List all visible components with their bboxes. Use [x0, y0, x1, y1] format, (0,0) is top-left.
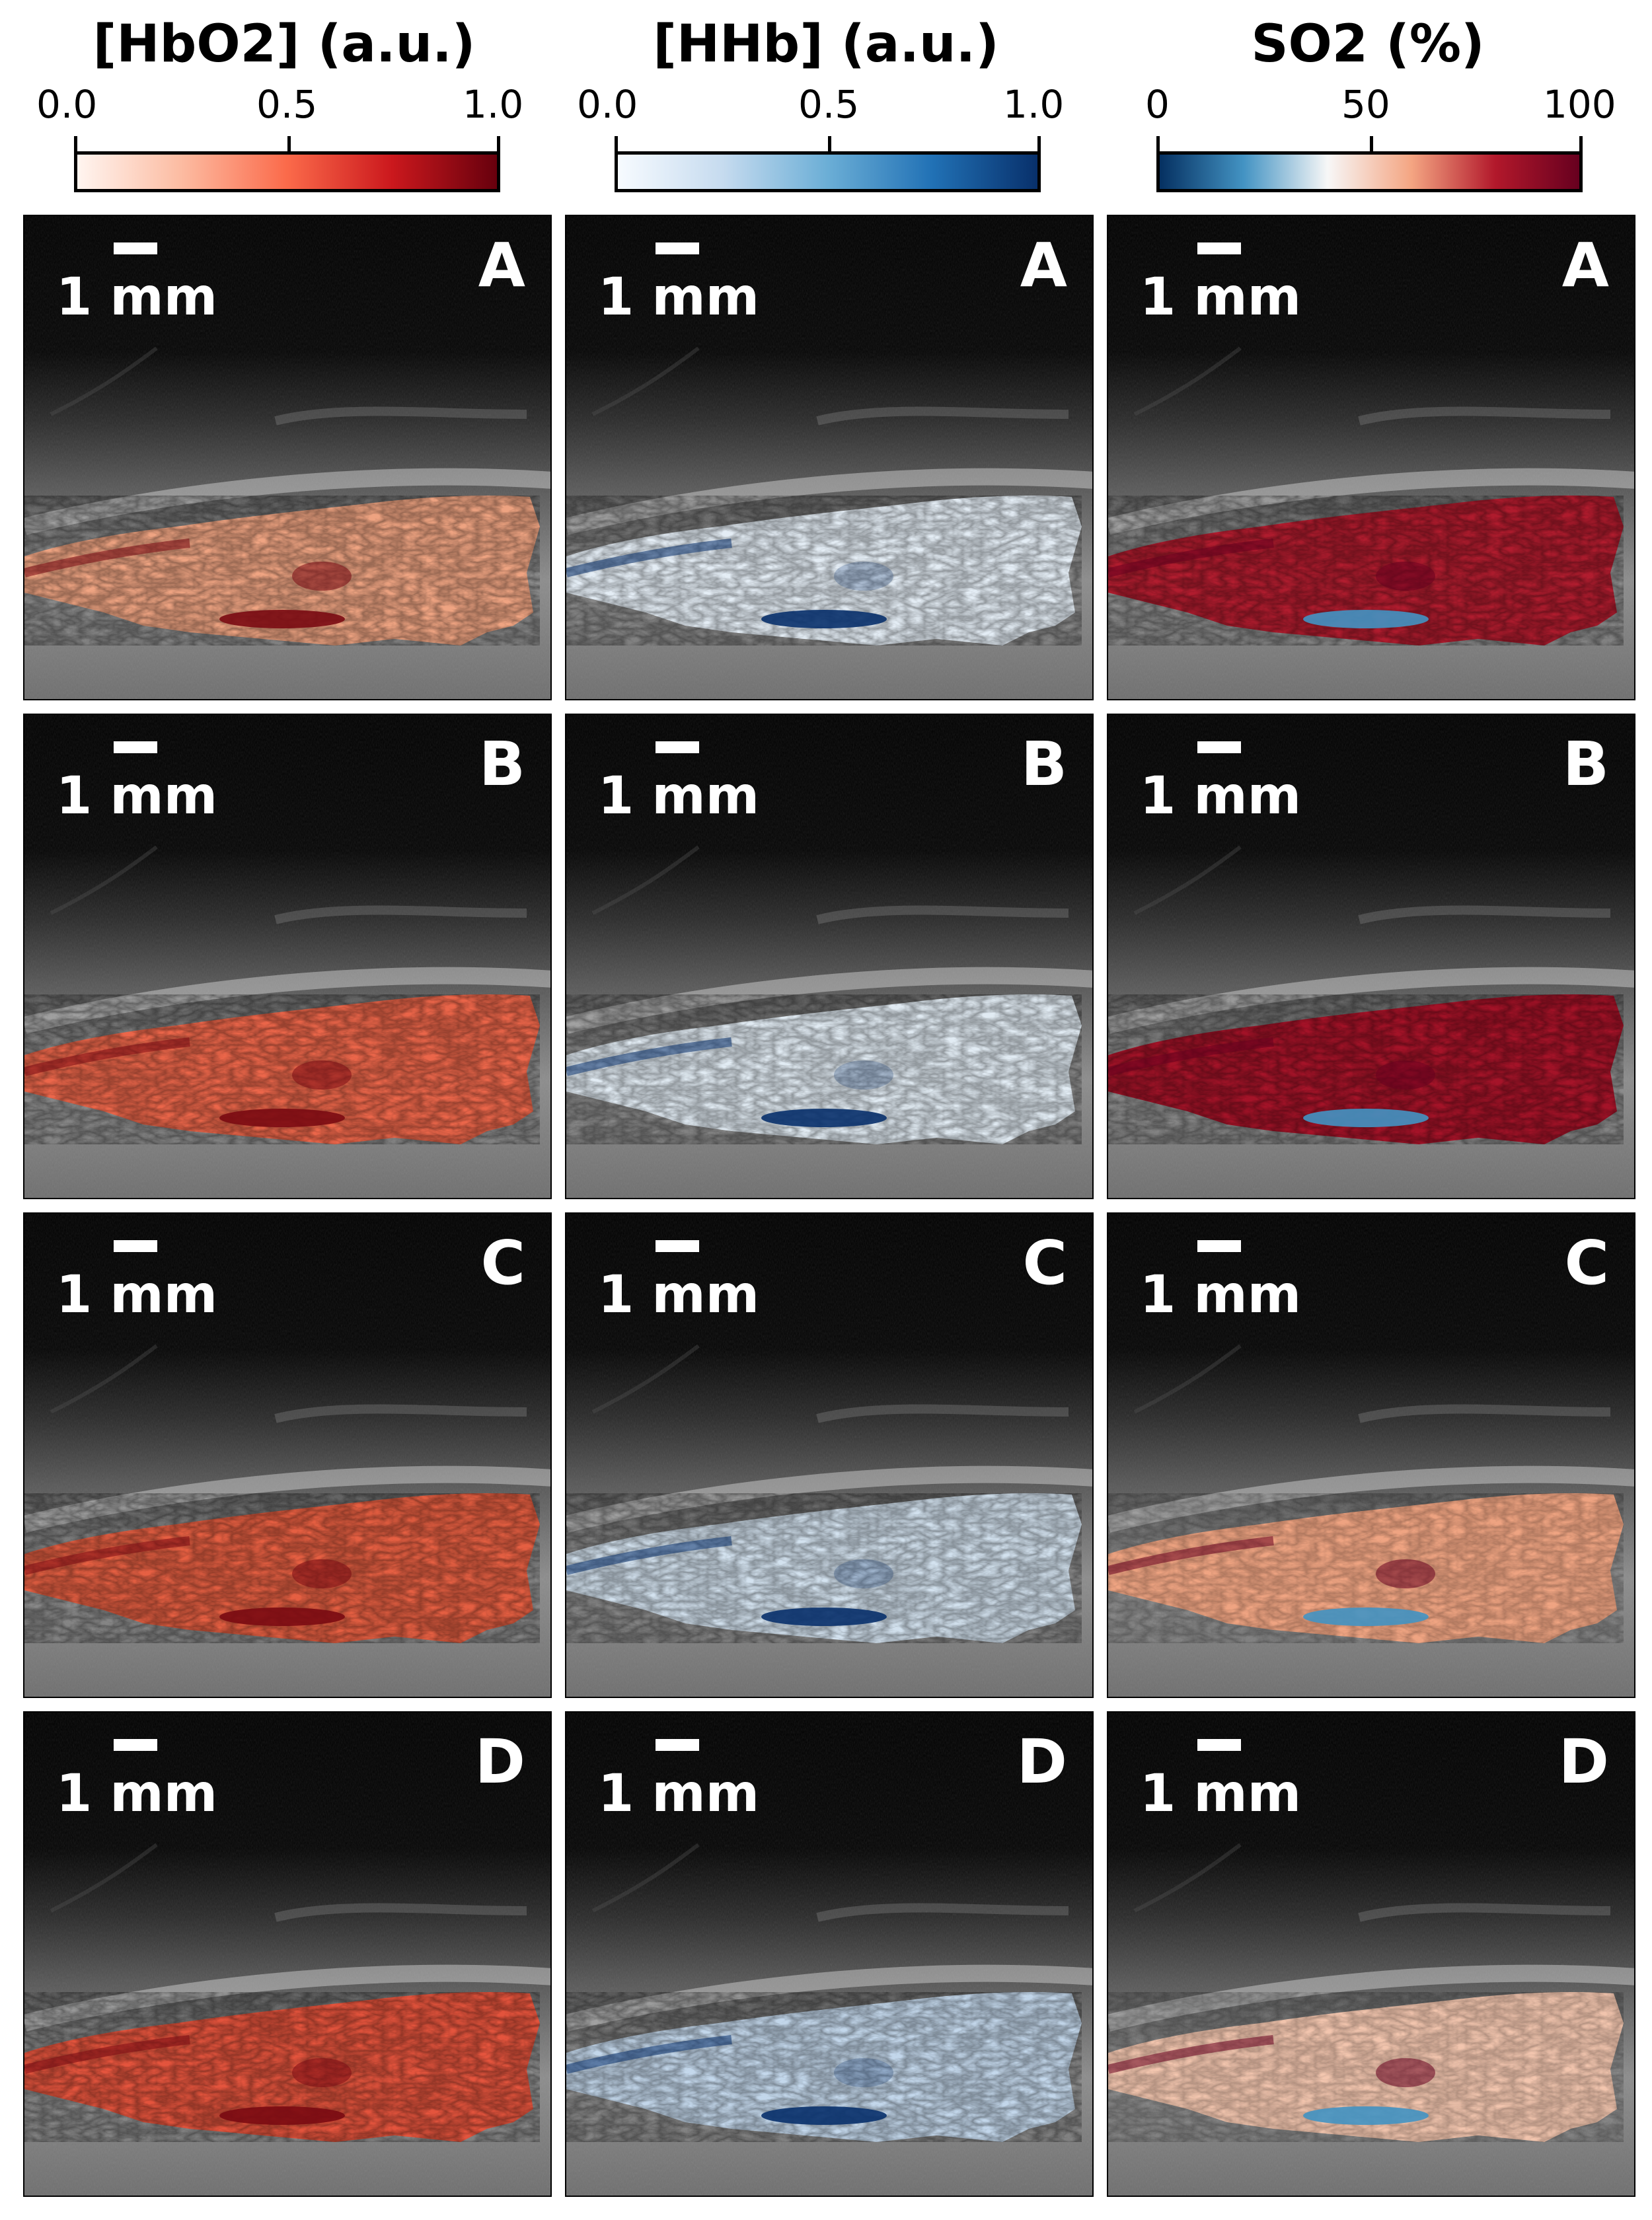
colorbar-title: [HHb] (a.u.)	[653, 15, 999, 74]
scale-bar-label: 1 mm	[598, 268, 759, 327]
colorbar-tick: 100	[1543, 82, 1616, 127]
colorbar-tick: 0.5	[256, 82, 318, 127]
colorbar-gradient	[74, 136, 500, 192]
ultrasound-image	[24, 1214, 550, 1697]
colorbar-tick: 0.0	[577, 82, 638, 127]
scale-bar	[1197, 1739, 1241, 1751]
colorbar-tick: 0	[1145, 82, 1170, 127]
ultrasound-image	[1108, 216, 1634, 699]
ultrasound-image	[24, 1713, 550, 2196]
scale-bar	[114, 242, 157, 254]
colorbar-gradient	[1156, 136, 1583, 192]
ultrasound-image	[566, 715, 1092, 1198]
image-panel-c-3: 1 mm C	[1107, 1212, 1635, 1698]
scale-bar-label: 1 mm	[1140, 268, 1301, 327]
scale-bar-label: 1 mm	[598, 1764, 759, 1824]
scale-bar-label: 1 mm	[56, 766, 217, 826]
panel-label: B	[1020, 729, 1067, 799]
image-panel-a-1: 1 mm A	[23, 215, 552, 700]
colorbar-title: [HbO2] (a.u.)	[93, 15, 476, 74]
panel-label: B	[1562, 729, 1609, 799]
panel-label: D	[474, 1726, 525, 1797]
image-panel-b-1: 1 mm B	[23, 714, 552, 1199]
ultrasound-image	[24, 715, 550, 1198]
scale-bar	[114, 741, 157, 753]
colorbar-tick: 1.0	[463, 82, 524, 127]
colorbar-tick: 50	[1341, 82, 1390, 127]
image-panel-b-2: 1 mm B	[565, 714, 1094, 1199]
scale-bar	[114, 1240, 157, 1252]
scale-bar-label: 1 mm	[56, 268, 217, 327]
scale-bar	[1197, 242, 1241, 254]
scale-bar-label: 1 mm	[598, 766, 759, 826]
ultrasound-image	[1108, 715, 1634, 1198]
scale-bar	[656, 242, 699, 254]
scale-bar	[1197, 741, 1241, 753]
image-panel-a-2: 1 mm A	[565, 215, 1094, 700]
panel-label: D	[1558, 1726, 1609, 1797]
scale-bar	[656, 1240, 699, 1252]
panel-label: D	[1016, 1726, 1067, 1797]
scale-bar-label: 1 mm	[56, 1764, 217, 1824]
panel-label: A	[1561, 230, 1609, 301]
image-panel-c-2: 1 mm C	[565, 1212, 1094, 1698]
scale-bar-label: 1 mm	[598, 1265, 759, 1325]
ultrasound-image	[1108, 1713, 1634, 2196]
scale-bar-label: 1 mm	[1140, 1265, 1301, 1325]
ultrasound-image	[24, 216, 550, 699]
scale-bar	[656, 741, 699, 753]
colorbar-tick: 0.5	[798, 82, 860, 127]
ultrasound-image	[566, 1214, 1092, 1697]
panel-label: B	[478, 729, 525, 799]
ultrasound-image	[566, 1713, 1092, 2196]
image-panel-d-2: 1 mm D	[565, 1711, 1094, 2197]
image-panel-d-3: 1 mm D	[1107, 1711, 1635, 2197]
scale-bar-label: 1 mm	[1140, 1764, 1301, 1824]
image-panel-c-1: 1 mm C	[23, 1212, 552, 1698]
panel-label: A	[478, 230, 525, 301]
image-panel-b-3: 1 mm B	[1107, 714, 1635, 1199]
colorbar-tick: 0.0	[36, 82, 98, 127]
image-panel-a-3: 1 mm A	[1107, 215, 1635, 700]
ultrasound-image	[1108, 1214, 1634, 1697]
scale-bar	[1197, 1240, 1241, 1252]
scale-bar-label: 1 mm	[56, 1265, 217, 1325]
image-panel-d-1: 1 mm D	[23, 1711, 552, 2197]
scale-bar	[656, 1739, 699, 1751]
colorbar-gradient	[615, 136, 1041, 192]
panel-label: C	[1022, 1228, 1067, 1298]
scale-bar-label: 1 mm	[1140, 766, 1301, 826]
colorbar-tick: 1.0	[1003, 82, 1065, 127]
panel-label: C	[1564, 1228, 1609, 1298]
colorbar-title: SO2 (%)	[1251, 15, 1485, 74]
panel-label: A	[1020, 230, 1067, 301]
ultrasound-image	[566, 216, 1092, 699]
panel-label: C	[480, 1228, 525, 1298]
scale-bar	[114, 1739, 157, 1751]
